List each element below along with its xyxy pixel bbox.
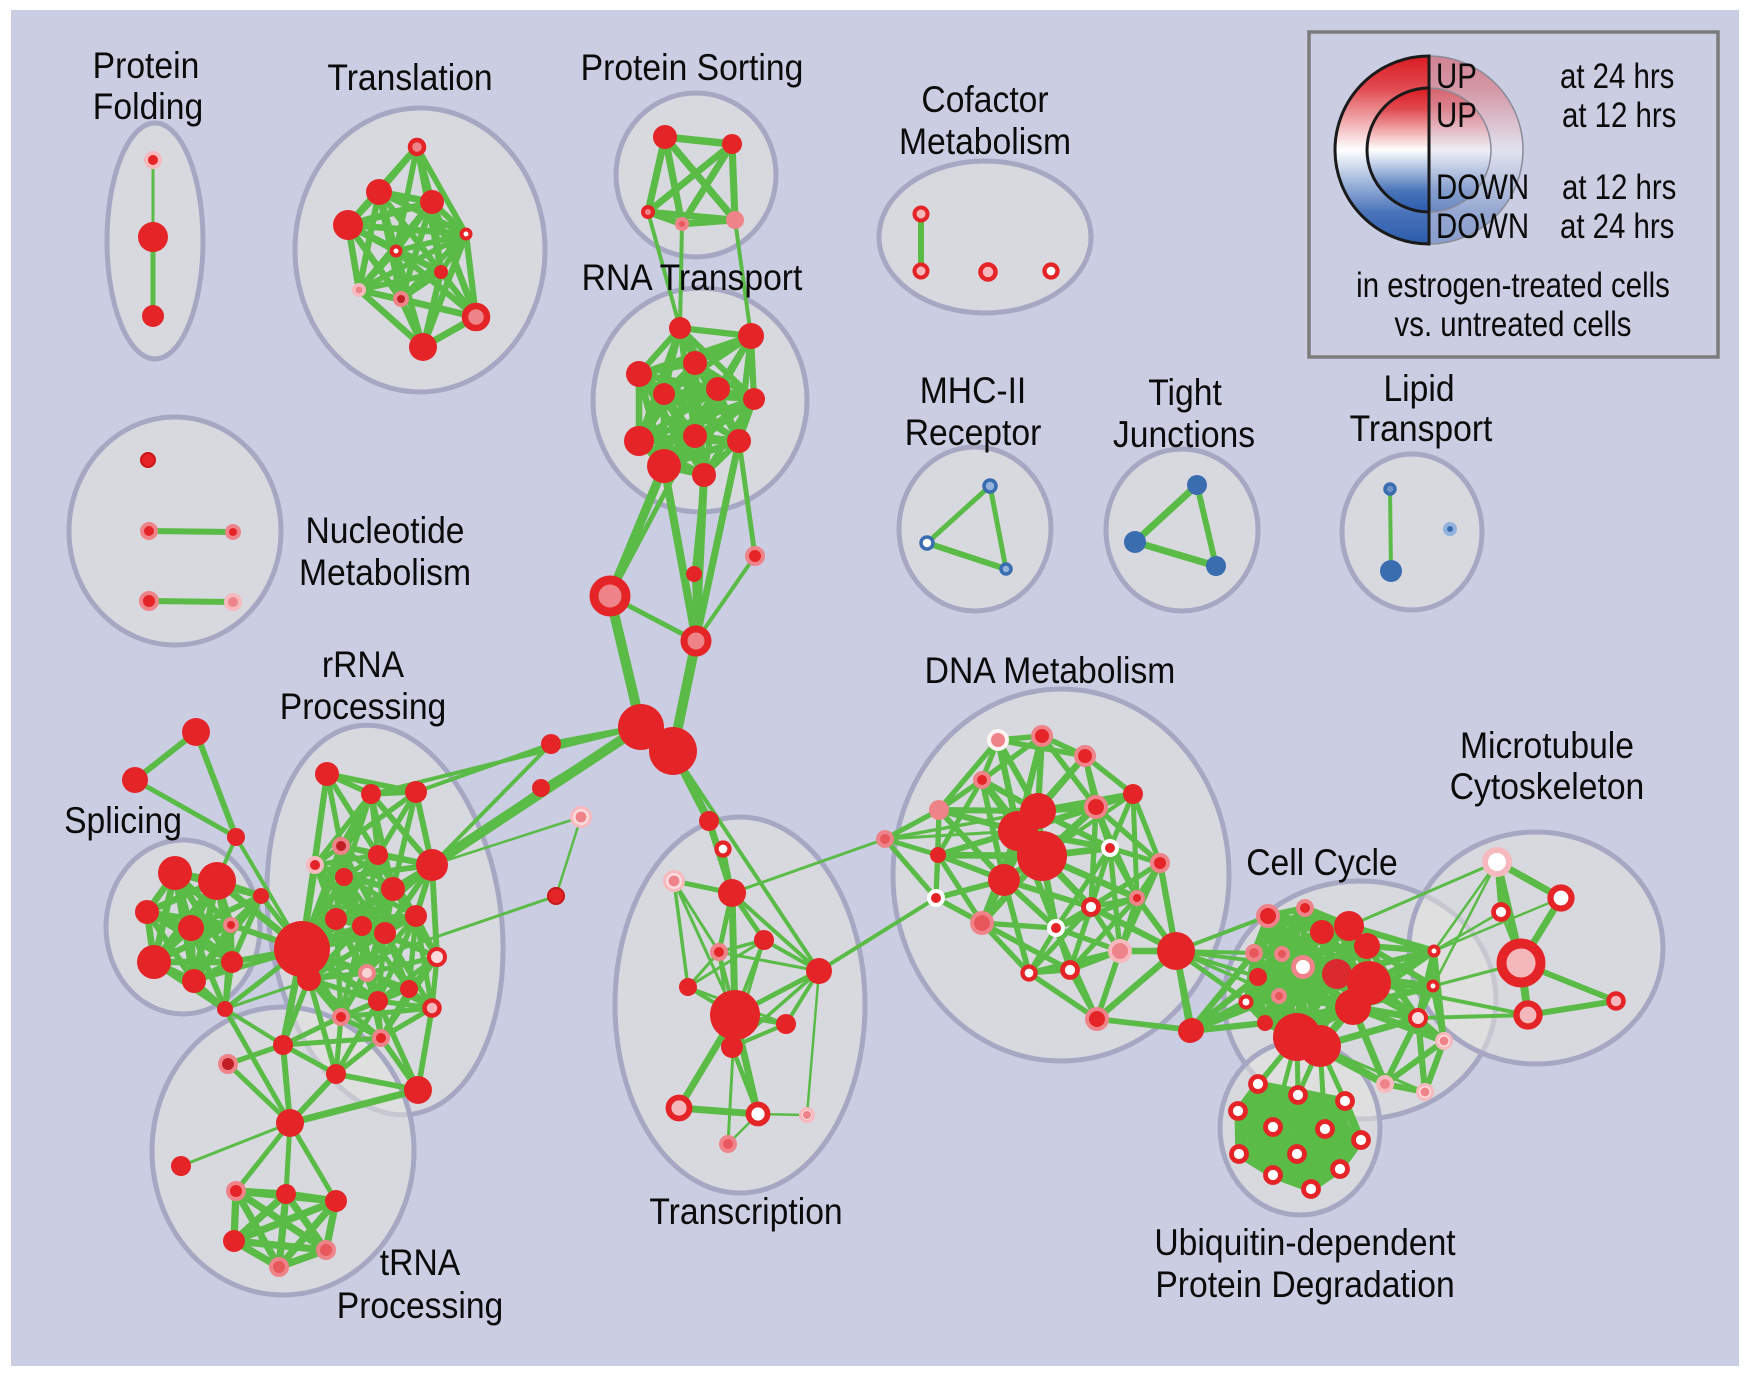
svg-text:Processing: Processing — [337, 1286, 503, 1327]
svg-text:at 24 hrs: at 24 hrs — [1560, 57, 1674, 96]
svg-text:Nucleotide: Nucleotide — [305, 511, 464, 552]
svg-text:Cofactor: Cofactor — [921, 80, 1048, 121]
svg-text:DOWN: DOWN — [1436, 168, 1529, 207]
svg-text:Metabolism: Metabolism — [299, 553, 471, 594]
svg-text:Folding: Folding — [93, 87, 203, 128]
svg-text:UP: UP — [1436, 96, 1477, 135]
svg-text:in estrogen-treated cells: in estrogen-treated cells — [1356, 266, 1670, 305]
svg-text:DNA Metabolism: DNA Metabolism — [925, 651, 1176, 692]
svg-text:Junctions: Junctions — [1113, 415, 1255, 456]
svg-text:Protein Degradation: Protein Degradation — [1155, 1265, 1454, 1306]
svg-text:Translation: Translation — [327, 58, 492, 99]
svg-text:at 12 hrs: at 12 hrs — [1562, 168, 1676, 207]
svg-text:UP: UP — [1436, 57, 1477, 96]
svg-text:RNA Transport: RNA Transport — [582, 258, 803, 299]
svg-text:vs. untreated cells: vs. untreated cells — [1395, 305, 1632, 344]
svg-text:Microtubule: Microtubule — [1460, 726, 1634, 767]
svg-text:Processing: Processing — [280, 687, 446, 728]
svg-text:MHC-II: MHC-II — [920, 371, 1027, 412]
svg-text:Metabolism: Metabolism — [899, 122, 1071, 163]
svg-text:Protein Sorting: Protein Sorting — [581, 48, 804, 89]
svg-text:Ubiquitin-dependent: Ubiquitin-dependent — [1154, 1223, 1455, 1264]
svg-text:at 12 hrs: at 12 hrs — [1562, 96, 1676, 135]
svg-text:tRNA: tRNA — [380, 1243, 461, 1284]
svg-text:at 24 hrs: at 24 hrs — [1560, 207, 1674, 246]
svg-text:Transcription: Transcription — [649, 1192, 842, 1233]
svg-text:Splicing: Splicing — [64, 801, 182, 842]
svg-text:Receptor: Receptor — [905, 413, 1042, 454]
svg-text:Cell Cycle: Cell Cycle — [1246, 843, 1397, 884]
svg-text:Protein: Protein — [93, 46, 200, 87]
svg-text:Tight: Tight — [1148, 373, 1222, 414]
svg-text:Cytoskeleton: Cytoskeleton — [1450, 767, 1645, 808]
svg-text:Lipid: Lipid — [1383, 369, 1454, 410]
svg-text:Transport: Transport — [1350, 409, 1493, 450]
svg-text:rRNA: rRNA — [322, 645, 405, 686]
svg-text:DOWN: DOWN — [1436, 207, 1529, 246]
